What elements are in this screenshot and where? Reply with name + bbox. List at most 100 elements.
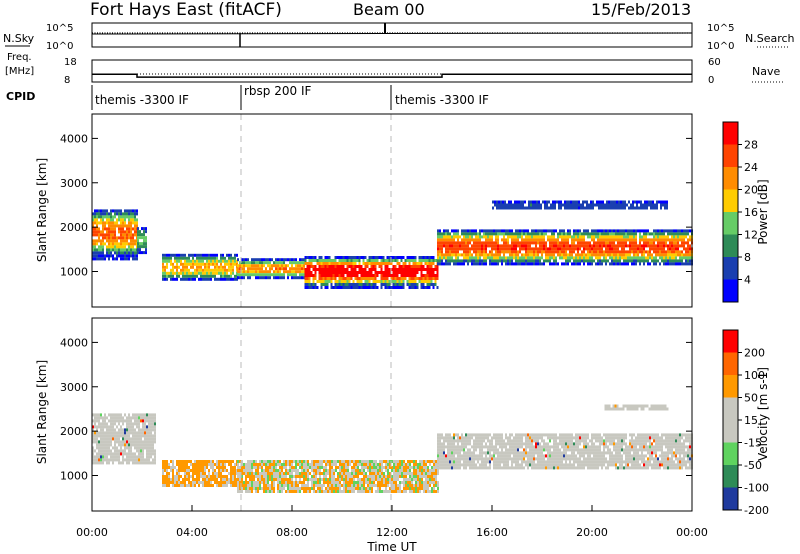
data-cell (583, 256, 585, 260)
data-cell (537, 238, 539, 242)
data-cell (162, 277, 164, 281)
data-cell (320, 268, 323, 271)
data-cell (447, 436, 449, 440)
data-cell (497, 262, 499, 266)
data-cell (606, 206, 608, 210)
data-cell (512, 203, 514, 207)
data-cell (343, 478, 345, 481)
data-cell (517, 259, 519, 263)
data-cell (92, 431, 94, 435)
data-cell (118, 416, 120, 420)
data-cell (362, 274, 365, 277)
data-cell (114, 248, 116, 252)
data-cell (495, 238, 497, 242)
data-cell (377, 475, 379, 478)
data-cell (385, 478, 387, 481)
data-cell (529, 232, 531, 236)
data-cell (363, 472, 365, 475)
data-cell (523, 232, 525, 236)
data-cell (204, 463, 206, 466)
data-cell (421, 472, 423, 475)
data-cell (359, 478, 361, 481)
data-cell (575, 256, 577, 260)
data-cell (689, 229, 691, 233)
data-cell (224, 265, 226, 269)
data-cell (627, 229, 629, 233)
data-cell (376, 271, 379, 274)
data-cell (548, 200, 550, 204)
data-cell (551, 238, 553, 242)
data-cell (537, 259, 539, 263)
data-cell (305, 466, 307, 469)
data-cell (413, 469, 415, 472)
data-cell (505, 256, 507, 260)
data-cell (232, 472, 234, 475)
data-cell (102, 434, 104, 438)
data-cell (239, 273, 241, 277)
data-cell (533, 253, 535, 257)
data-cell (108, 221, 110, 225)
data-cell (481, 262, 483, 266)
data-cell (116, 221, 118, 225)
data-cell (614, 200, 616, 204)
data-cell (303, 484, 305, 487)
data-cell (222, 268, 224, 272)
data-cell (120, 224, 122, 228)
data-cell (549, 241, 551, 245)
data-cell (650, 206, 652, 210)
data-cell (222, 271, 224, 275)
data-cell (378, 271, 381, 274)
data-cell (164, 481, 166, 484)
data-cell (457, 235, 459, 239)
data-cell (365, 460, 367, 463)
data-cell (515, 259, 517, 263)
data-cell (659, 235, 661, 239)
data-cell (501, 244, 503, 248)
data-cell (410, 259, 413, 262)
data-cell (583, 247, 585, 251)
data-cell (575, 232, 577, 236)
data-cell (194, 466, 196, 469)
data-cell (655, 247, 657, 251)
data-cell (441, 238, 443, 242)
data-cell (557, 253, 559, 257)
data-cell (166, 277, 168, 281)
data-cell (100, 413, 102, 417)
data-cell (134, 446, 136, 450)
data-cell (251, 270, 253, 274)
data-cell (455, 250, 457, 254)
data-cell (239, 264, 241, 268)
data-cell (439, 262, 441, 266)
data-cell (212, 475, 214, 478)
data-cell (667, 259, 669, 263)
data-cell (659, 253, 661, 257)
data-cell (142, 416, 144, 420)
data-cell (166, 271, 168, 275)
data-cell (100, 248, 102, 252)
data-cell (275, 463, 277, 466)
data-cell (328, 268, 331, 271)
data-cell (243, 270, 245, 274)
data-cell (681, 259, 683, 263)
data-cell (333, 487, 335, 490)
data-cell (491, 244, 493, 248)
data-cell (172, 478, 174, 481)
data-cell (145, 227, 147, 231)
data-cell (241, 481, 243, 484)
data-cell (178, 253, 180, 257)
data-cell (130, 422, 132, 426)
data-cell (277, 264, 279, 268)
data-cell (604, 203, 606, 207)
data-cell (92, 437, 94, 441)
data-cell (214, 463, 216, 466)
data-cell (417, 469, 419, 472)
data-cell (138, 437, 140, 441)
data-cell (200, 271, 202, 275)
data-cell (429, 490, 431, 493)
data-cell (523, 256, 525, 260)
data-cell (279, 276, 281, 280)
data-cell (530, 206, 532, 210)
data-cell (130, 419, 132, 423)
data-cell (281, 481, 283, 484)
data-cell (673, 244, 675, 248)
